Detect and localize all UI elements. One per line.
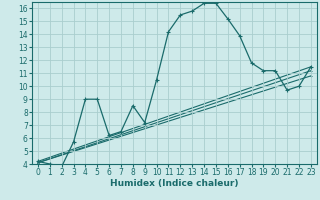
X-axis label: Humidex (Indice chaleur): Humidex (Indice chaleur) <box>110 179 239 188</box>
